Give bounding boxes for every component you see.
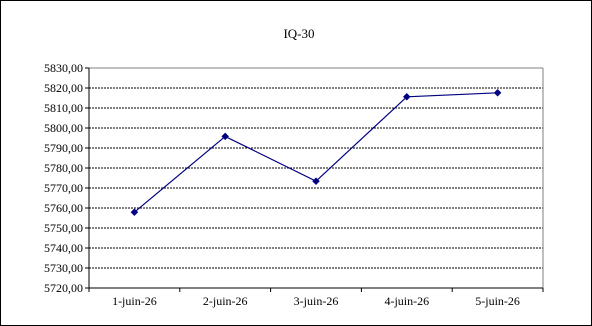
x-axis-tick-labels: 1-juin-26 2-juin-26 3-juin-26 4-juin-26 5-ju… <box>112 294 520 308</box>
y-tick-label: 5790,00 <box>44 141 83 155</box>
y-tick-label: 5760,00 <box>44 201 83 215</box>
gridlines <box>89 67 543 269</box>
y-tick-label: 5820,00 <box>44 81 83 95</box>
x-tick-label: 5-juin-26 <box>475 294 520 308</box>
y-tick-label: 5750,00 <box>44 221 83 235</box>
y-tick-label: 5730,00 <box>44 261 83 275</box>
series-line <box>134 92 498 213</box>
y-tick-label: 5770,00 <box>44 181 83 195</box>
x-tick-label: 4-juin-26 <box>384 294 429 308</box>
y-tick-label: 5800,00 <box>44 121 83 135</box>
y-tick-label: 5810,00 <box>44 101 83 115</box>
y-axis-tick-labels: 5720,00 5730,00 5740,00 5750,00 5760,00 5770,… <box>44 61 83 295</box>
data-point-marker <box>312 177 320 186</box>
y-tick-label: 5720,00 <box>44 281 83 295</box>
y-tick-label: 5740,00 <box>44 241 83 255</box>
x-tick-label: 1-juin-26 <box>112 294 157 308</box>
axes <box>85 67 544 292</box>
x-tick-label: 2-juin-26 <box>203 294 248 308</box>
x-tick-label: 3-juin-26 <box>294 294 339 308</box>
series <box>130 88 502 217</box>
data-point-marker <box>130 208 139 217</box>
data-point-marker <box>402 92 411 101</box>
y-tick-label: 5830,00 <box>44 61 83 75</box>
chart-title: IQ-30 <box>283 26 314 41</box>
data-point-marker <box>221 132 230 141</box>
y-tick-label: 5780,00 <box>44 161 83 175</box>
data-point-marker <box>493 88 502 97</box>
